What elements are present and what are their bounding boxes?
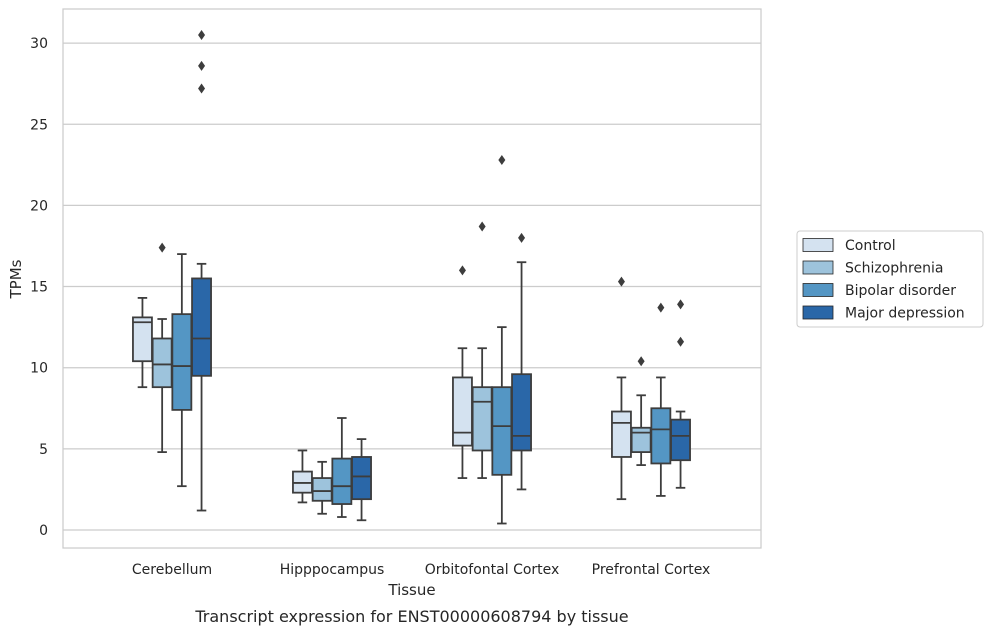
box-3-1 [452,265,473,479]
outlier-2 [677,299,685,310]
plot-frame [62,8,762,549]
legend-label-1: Control [845,238,896,254]
box-4-1 [611,276,632,501]
box-body [171,313,193,411]
legend: Control Schizophrenia Bipolar disorder Majo… [796,230,984,328]
legend-swatch-1 [802,238,834,252]
box-body [630,426,652,453]
box-3-4 [511,232,532,491]
box-body [311,477,333,502]
box-body [670,418,691,462]
box-4-3 [650,302,672,497]
outlier-1 [478,221,486,232]
box-1-4 [191,29,212,512]
box-body [191,277,212,377]
x-axis-label: Tissue [387,581,435,599]
x-tick-labels: Cerebellum Hipppocampus Orbitofontal Corte… [132,562,710,578]
outlier-1 [637,356,645,367]
outlier-3 [198,29,206,40]
box-4-2 [630,356,652,466]
y-tick-label-5: 5 [39,442,48,458]
legend-label-2: Schizophrenia [845,261,943,277]
y-tick-label-10: 10 [30,361,48,377]
outlier-1 [458,265,466,276]
outlier-1 [198,83,206,94]
legend-label-4: Major depression [845,306,965,322]
box-body [151,337,173,389]
box-2-3 [331,417,353,518]
boxes [132,29,691,525]
outlier-2 [198,60,206,71]
box-body [331,457,353,505]
box-body [471,386,493,452]
box-1-3 [171,253,193,488]
box-body [650,407,672,465]
y-tick-label-0: 0 [39,523,48,539]
box-body [491,386,513,476]
box-body [351,456,372,501]
outlier-1 [677,336,685,347]
chart-title: Transcript expression for ENST0000060879… [194,607,628,626]
legend-swatch-2 [802,260,834,275]
x-tick-label-2: Hipppocampus [280,562,385,578]
y-tick-label-25: 25 [30,117,48,133]
box-3-2 [471,221,493,479]
outlier-1 [617,276,625,287]
outlier-1 [518,232,526,243]
box-1-1 [132,297,153,389]
box-4-4 [670,299,691,489]
box-1-2 [151,242,173,453]
x-tick-label-1: Cerebellum [132,562,212,578]
outlier-1 [657,302,665,313]
x-tick-label-3: Orbitofontal Cortex [425,562,560,578]
y-tick-label-15: 15 [30,280,48,296]
legend-label-3: Bipolar disorder [845,283,956,299]
y-tick-labels: 0 5 10 15 20 25 30 [30,36,48,539]
legend-swatch-3 [802,283,834,297]
outlier-1 [498,154,506,165]
box-3-3 [491,154,513,525]
y-axis-label: TPMs [7,259,25,299]
legend-frame [796,230,984,328]
box-2-2 [311,460,333,515]
box-body [611,410,632,458]
box-body [452,376,473,447]
box-2-1 [292,449,313,504]
legend-swatch-4 [802,305,834,320]
y-tick-label-20: 20 [30,198,48,214]
y-tick-label-30: 30 [30,36,48,52]
box-body [511,373,532,452]
box-2-4 [351,438,372,522]
x-tick-label-4: Prefrontal Cortex [592,562,711,578]
outlier-1 [158,242,166,253]
box-body [132,316,153,363]
